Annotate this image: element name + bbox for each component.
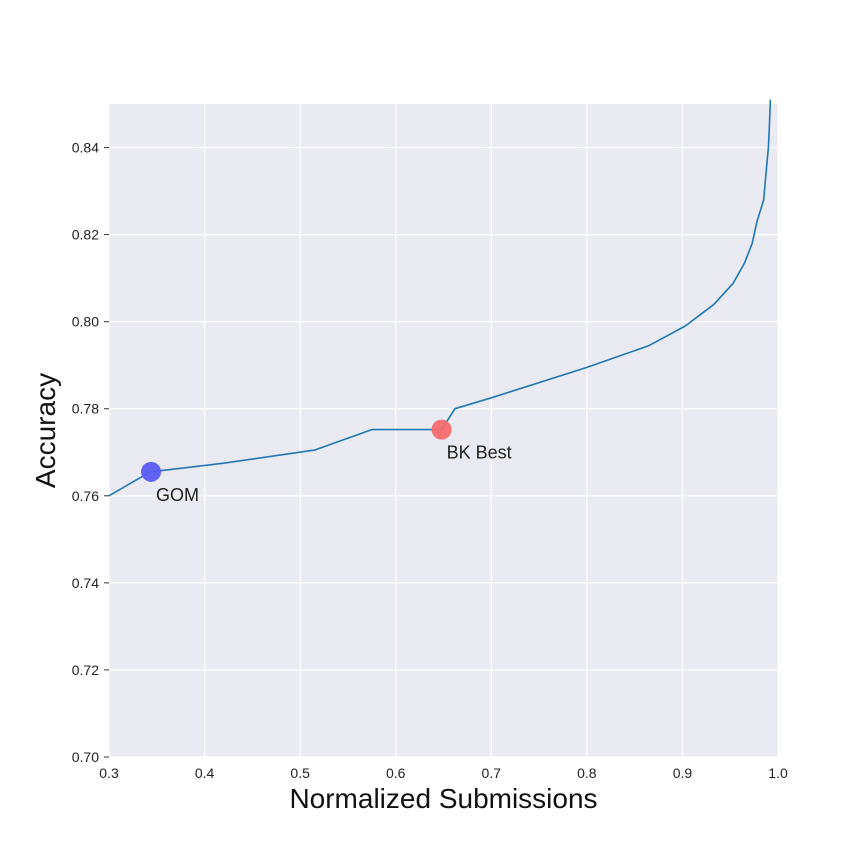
x-axis-label: Normalized Submissions bbox=[289, 783, 597, 814]
y-tick-label: 0.84 bbox=[72, 140, 99, 156]
x-tick-label: 1.0 bbox=[768, 765, 788, 781]
annotation-marker bbox=[431, 419, 452, 440]
x-tick-label: 0.7 bbox=[482, 765, 502, 781]
y-tick-label: 0.78 bbox=[72, 401, 99, 417]
x-tick-label: 0.9 bbox=[673, 765, 693, 781]
series-line bbox=[108, 99, 772, 497]
annotation-label: GOM bbox=[156, 485, 199, 505]
y-tick-label: 0.70 bbox=[72, 749, 99, 765]
x-tick-label: 0.8 bbox=[577, 765, 597, 781]
grid-layer bbox=[108, 104, 779, 758]
x-tick-label: 0.3 bbox=[99, 765, 119, 781]
annotation-label: BK Best bbox=[447, 443, 512, 463]
annotation-marker bbox=[141, 461, 162, 482]
y-tick-label: 0.82 bbox=[72, 227, 99, 243]
y-axis: 0.70 0.72 0.74 0.76 0.78 0.80 0.82 0.84 bbox=[72, 140, 109, 765]
x-tick-label: 0.5 bbox=[290, 765, 310, 781]
x-tick-label: 0.4 bbox=[195, 765, 215, 781]
y-axis-label: Accuracy bbox=[30, 373, 61, 488]
y-tick-label: 0.72 bbox=[72, 662, 99, 678]
x-axis: 0.3 0.4 0.5 0.6 0.7 0.8 0.9 1.0 bbox=[99, 765, 788, 781]
x-tick-label: 0.6 bbox=[386, 765, 406, 781]
y-tick-label: 0.74 bbox=[72, 575, 99, 591]
y-tick-label: 0.80 bbox=[72, 314, 99, 330]
y-tick-label: 0.76 bbox=[72, 488, 99, 504]
series-layer bbox=[108, 99, 772, 497]
annotation-layer: GOM BK Best bbox=[141, 419, 512, 505]
